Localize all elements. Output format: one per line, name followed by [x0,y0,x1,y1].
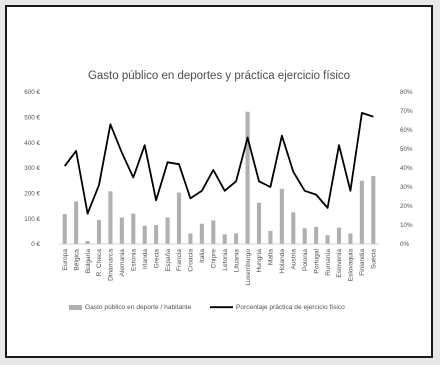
bar [359,180,364,244]
bar [211,220,216,244]
bar [291,212,296,244]
bar [371,176,376,244]
line-path [63,112,374,215]
left-axis-ticks: 0 € 100 € 200 € 300 € 400 € 500 € 600 € [24,89,40,248]
category-label: Rumanía [325,249,332,276]
right-tick-label: 10% [400,222,413,229]
bar [96,219,102,244]
category-label: España [165,249,172,272]
left-tick-label: 200 € [24,191,40,198]
left-tick-label: 400 € [24,140,40,147]
bar [119,217,124,244]
bar [176,192,182,244]
right-tick-label: 0% [400,241,410,248]
legend: Gasto público en deporte / habitante Por… [69,304,345,311]
category-label: Bélgica [73,249,80,271]
category-label: Francia [176,249,183,271]
legend-label-line: Porcentaje práctica de ejercicio físico [236,304,345,311]
chart: Gasto público en deportes y práctica eje… [24,70,413,311]
category-label: Holanda [279,249,286,274]
right-tick-label: 70% [400,108,413,115]
bar [314,226,319,244]
category-label: R. Checa [96,249,103,277]
bar [245,111,250,244]
category-label: Grecia [153,249,160,269]
category-label: Europa [62,249,69,271]
right-tick-label: 30% [400,184,413,191]
legend-swatch-bar [69,305,82,310]
right-axis-ticks: 0% 10% 20% 30% 40% 50% 60% 70% 80% [400,89,413,248]
bar [188,233,193,244]
bar [131,213,136,244]
left-tick-label: 0 € [31,241,40,248]
category-label: Irlanda [142,249,149,269]
right-tick-label: 60% [400,127,413,134]
bar [165,217,170,244]
right-tick-label: 20% [400,203,413,210]
right-tick-label: 50% [400,146,413,153]
bar [142,225,147,244]
bar [325,235,330,244]
category-label: Finlandia [359,249,366,276]
category-label: Letonia [222,249,229,271]
category-label: Suecia [370,249,377,269]
bar [268,230,273,244]
left-tick-label: 100 € [24,216,40,223]
category-label: Dinamarca [108,249,115,281]
bar [108,191,113,244]
category-label: Austria [290,249,297,270]
bar [62,214,67,244]
right-tick-label: 80% [400,89,413,96]
left-tick-label: 500 € [24,115,40,122]
category-label: Alemania [119,249,126,277]
category-label: Polonia [302,249,309,271]
bar [234,233,239,244]
category-label: Hungría [256,249,263,273]
category-label: Lituania [233,249,240,272]
bar [302,228,307,244]
category-label: Luxemburgo [245,249,252,286]
bar [154,225,159,244]
chart-frame: Gasto público en deportes y práctica eje… [5,5,433,358]
category-label: Chipre [210,249,217,269]
category-label: Estonia [130,249,137,271]
bar [336,227,342,244]
category-label: Portugal [313,248,320,273]
bar [74,201,79,244]
bar [279,188,284,244]
category-label: Malta [268,249,275,265]
category-label: Eslovenia [336,249,343,278]
chart-title: Gasto público en deportes y práctica eje… [88,70,350,82]
category-label: Bulgaria [85,249,92,274]
right-tick-label: 40% [400,165,413,172]
category-label: Croacia [188,249,195,272]
category-label: Italia [199,249,206,263]
bar-series [62,111,376,244]
bar [222,234,227,244]
category-labels: Europa Bélgica Bulgaria R. Checa Dinamarca Al… [62,248,378,285]
bar [199,223,204,244]
bar [348,233,353,244]
left-tick-label: 600 € [24,89,40,96]
line-series [63,112,374,215]
bar [256,202,262,244]
bar [85,240,90,244]
category-label: Eslovaquia [348,249,355,282]
legend-label-bar: Gasto público en deporte / habitante [85,304,192,311]
left-tick-label: 300 € [24,165,40,172]
